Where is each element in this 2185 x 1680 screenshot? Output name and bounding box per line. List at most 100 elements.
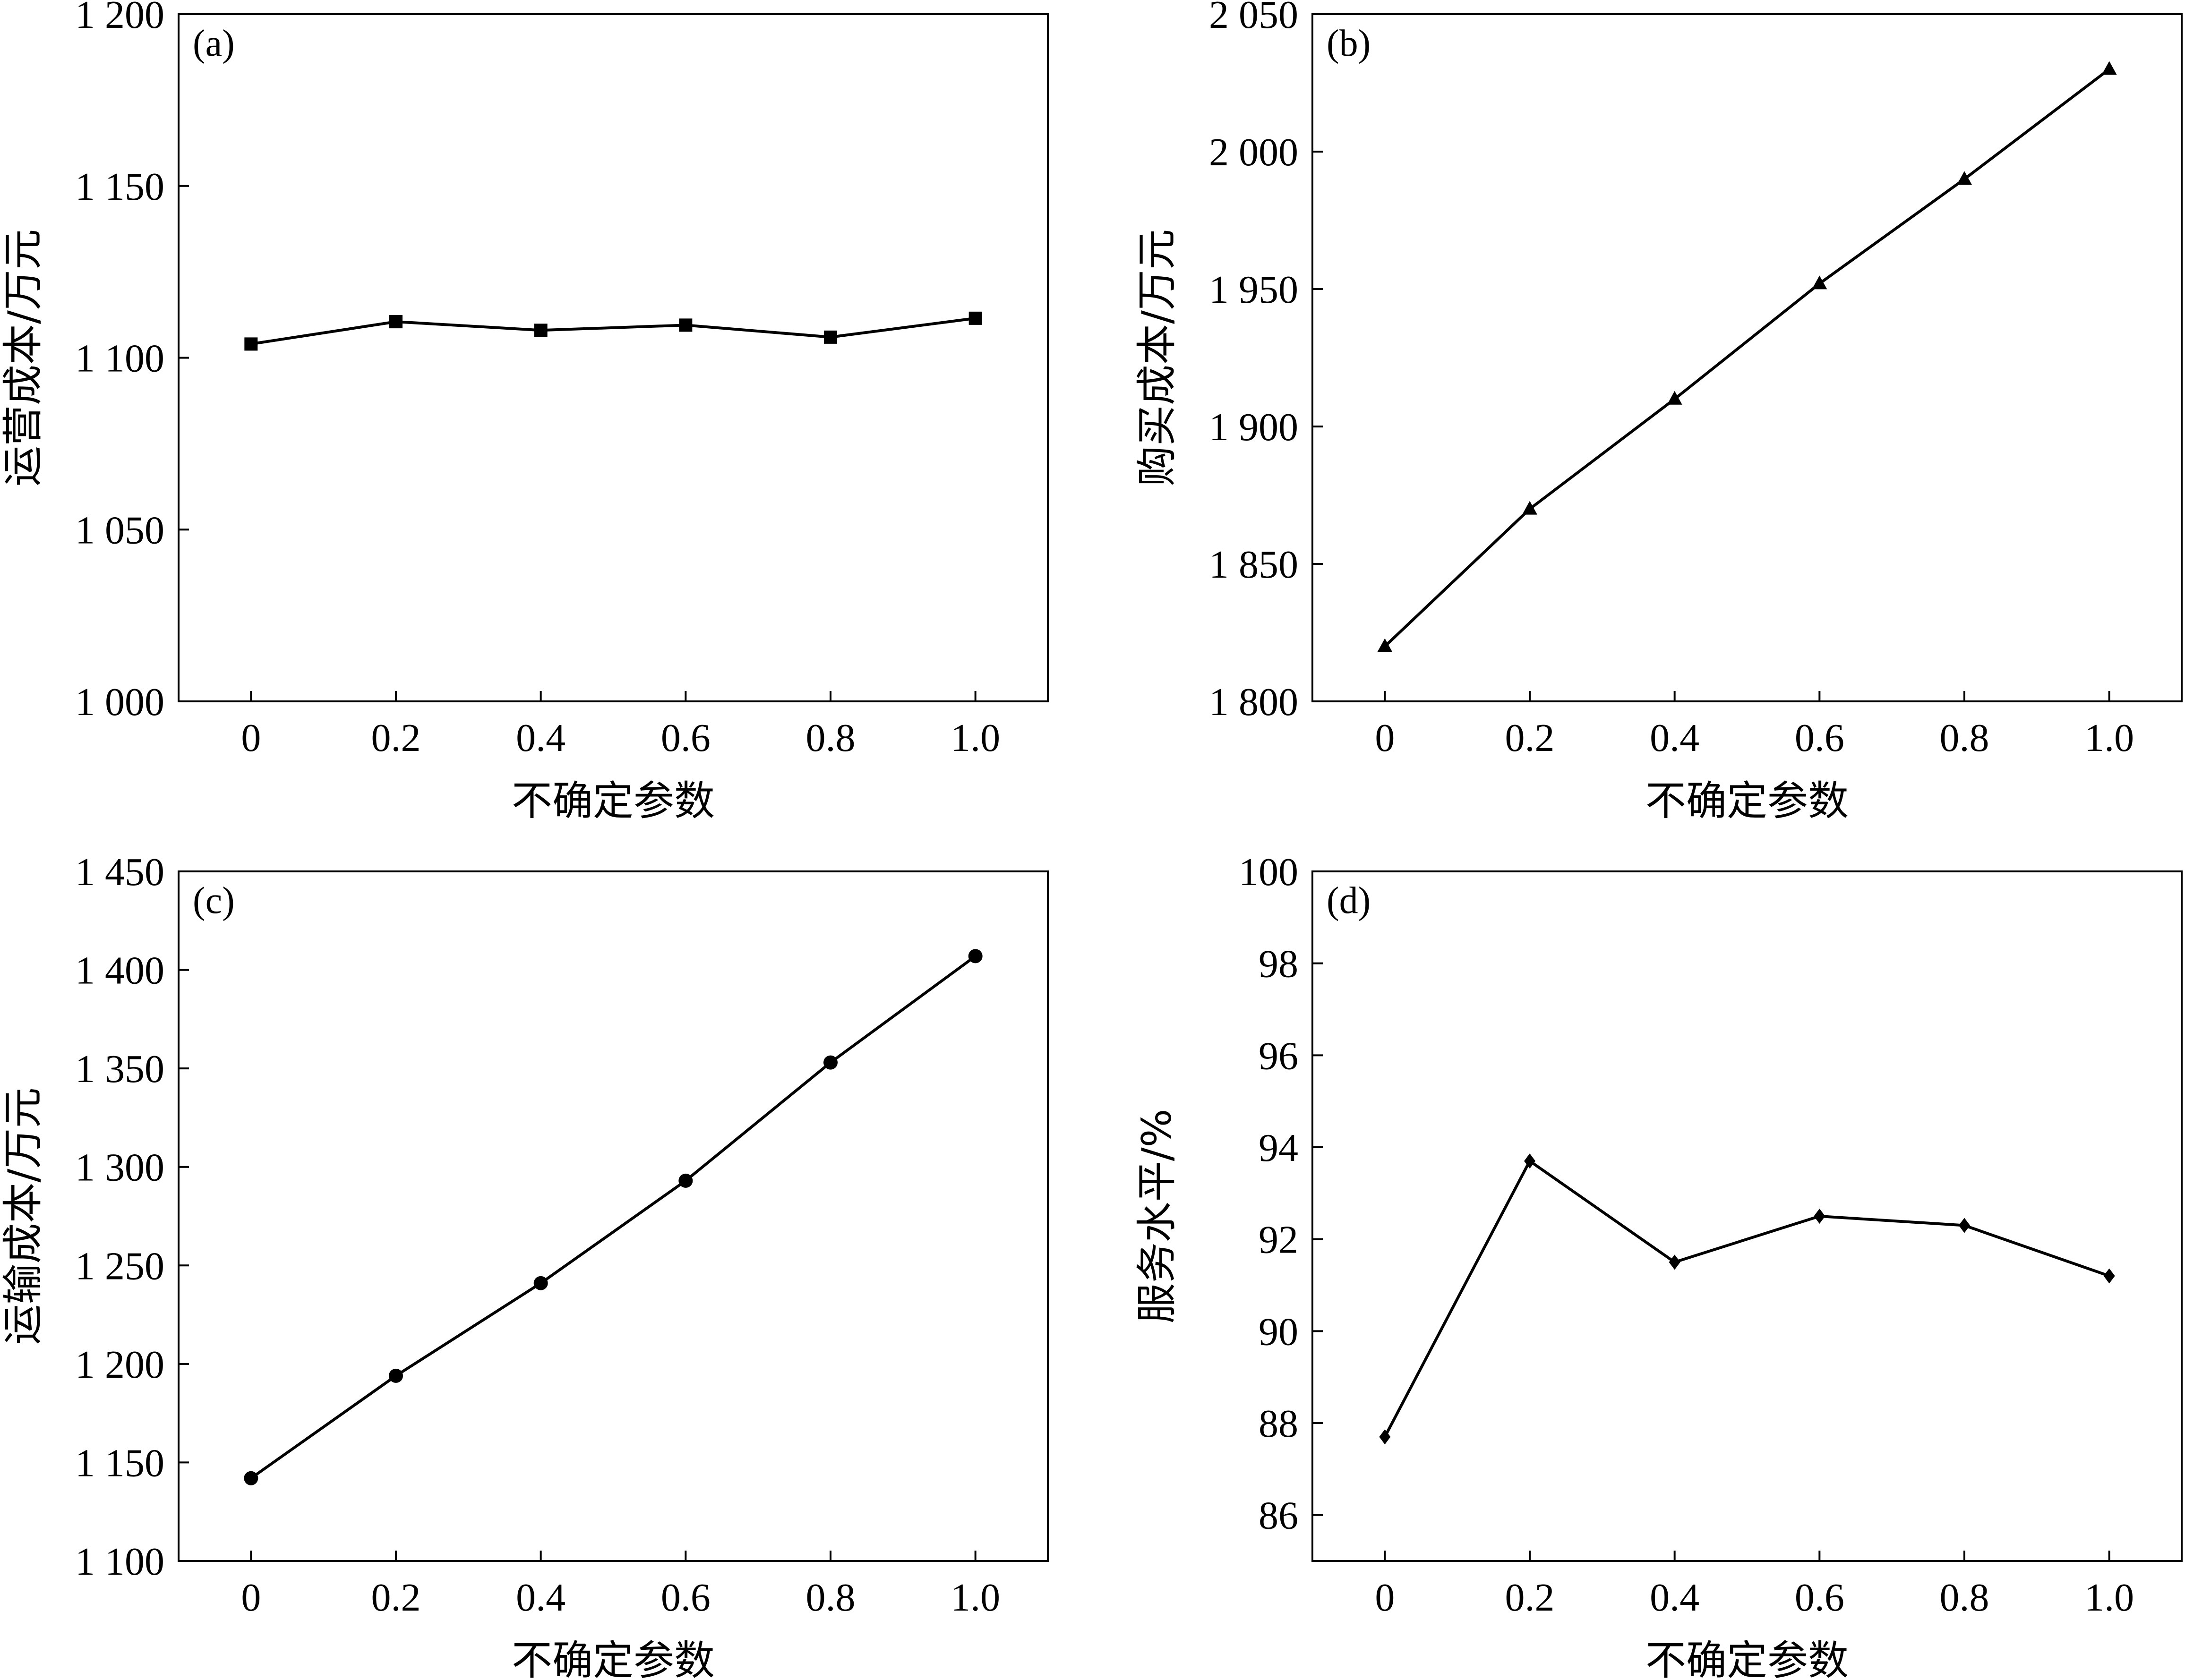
data-point-diamond xyxy=(1814,1209,1825,1224)
series-line xyxy=(1384,68,2110,648)
y-tick-label: 86 xyxy=(1259,1494,1298,1538)
data-point-circle xyxy=(244,1471,258,1485)
panel-a: 0 0.2 0.4 0.6 0.8 1.0 1 000 1 050 1 100 1 150 1 20… xyxy=(0,0,1049,825)
data-point-square xyxy=(968,311,982,325)
data-point-circle xyxy=(533,1276,548,1290)
y-tick-label: 1 200 xyxy=(75,1343,164,1387)
plot-frame xyxy=(1311,870,2183,1562)
x-axis-label: 不确定参数 xyxy=(512,777,715,825)
y-tick-label: 94 xyxy=(1259,1126,1298,1170)
y-tick-label: 92 xyxy=(1259,1218,1298,1262)
y-tick-label: 1 900 xyxy=(1209,405,1298,449)
y-tick-label: 96 xyxy=(1259,1034,1298,1078)
data-point-triangle xyxy=(2101,61,2117,75)
plot-frame xyxy=(1311,13,2183,702)
x-tick-label: 0.6 xyxy=(1795,1576,1844,1620)
y-tick-label: 1 950 xyxy=(1209,268,1298,312)
x-tick-label: 0.8 xyxy=(1940,716,1989,760)
y-tick-label: 1 100 xyxy=(75,1540,164,1584)
x-tick-label: 0.4 xyxy=(1650,716,1699,760)
x-tick-label: 1.0 xyxy=(2084,1576,2134,1620)
x-axis-label: 不确定参数 xyxy=(1645,1637,1849,1680)
y-axis-label: 服务水平/% xyxy=(1133,1109,1181,1324)
x-tick-label: 0.4 xyxy=(516,1576,566,1620)
x-tick-label: 0.2 xyxy=(1505,1576,1555,1620)
x-tick-label: 1.0 xyxy=(951,716,1000,760)
data-point-triangle xyxy=(1812,275,1827,290)
data-point-diamond xyxy=(1379,1429,1391,1445)
y-axis-label: 运营成本/万元 xyxy=(0,229,47,486)
y-tick-label: 1 200 xyxy=(75,0,164,37)
panel-label: (a) xyxy=(193,23,235,64)
data-point-square xyxy=(389,315,403,329)
y-tick-label: 1 150 xyxy=(75,165,164,209)
data-point-square xyxy=(534,324,548,337)
x-tick-label: 1.0 xyxy=(951,1576,1000,1620)
data-point-square xyxy=(244,337,258,351)
x-tick-label: 0 xyxy=(1375,716,1395,760)
y-tick-label: 1 850 xyxy=(1209,543,1298,587)
x-tick-label: 0 xyxy=(241,1576,261,1620)
x-tick-label: 0.8 xyxy=(1940,1576,1989,1620)
panel-label: (d) xyxy=(1327,880,1371,921)
data-point-circle xyxy=(678,1173,693,1188)
panel-c: 0 0.2 0.4 0.6 0.8 1.0 1 100 1 150 1 200 1 250 1 30… xyxy=(0,850,1049,1680)
x-axis-label: 不确定参数 xyxy=(512,1637,715,1680)
x-tick-label: 0.8 xyxy=(806,716,856,760)
y-tick-label: 1 250 xyxy=(75,1244,164,1288)
data-point-triangle xyxy=(1522,501,1537,515)
data-point-circle xyxy=(823,1055,838,1070)
series-line xyxy=(250,955,977,1480)
x-tick-label: 0.2 xyxy=(371,716,421,760)
y-tick-label: 100 xyxy=(1239,850,1298,894)
data-point-diamond xyxy=(1524,1153,1535,1169)
x-tick-label: 0.4 xyxy=(516,716,566,760)
data-point-circle xyxy=(968,949,983,964)
y-tick-label: 1 150 xyxy=(75,1441,164,1485)
x-axis-label: 不确定参数 xyxy=(1645,777,1849,825)
y-tick-label: 88 xyxy=(1259,1402,1298,1446)
data-point-triangle xyxy=(1377,638,1393,652)
panel-d: 0 0.2 0.4 0.6 0.8 1.0 86 88 90 92 94 96 98 100 (d) 不确定参… xyxy=(1133,850,2183,1680)
x-tick-label: 0.6 xyxy=(661,1576,711,1620)
data-point-triangle xyxy=(1957,171,1972,185)
y-tick-label: 1 300 xyxy=(75,1146,164,1190)
panel-b: 0 0.2 0.4 0.6 0.8 1.0 1 800 1 850 1 900 1 950 2 00… xyxy=(1133,0,2183,825)
data-point-diamond xyxy=(2103,1268,2115,1284)
y-tick-label: 1 100 xyxy=(75,337,164,381)
data-point-square xyxy=(679,318,693,332)
data-point-diamond xyxy=(1669,1254,1680,1270)
x-tick-label: 0.2 xyxy=(1505,716,1555,760)
plot-frame xyxy=(178,13,1049,702)
data-point-diamond xyxy=(1959,1218,1970,1233)
data-point-circle xyxy=(389,1368,403,1383)
x-tick-label: 1.0 xyxy=(2084,716,2134,760)
y-tick-label: 1 350 xyxy=(75,1047,164,1091)
x-tick-label: 0.4 xyxy=(1650,1576,1699,1620)
x-tick-label: 0 xyxy=(1375,1576,1395,1620)
data-point-triangle xyxy=(1667,391,1682,405)
y-tick-label: 98 xyxy=(1259,942,1298,986)
x-tick-label: 0.8 xyxy=(806,1576,856,1620)
panel-label: (c) xyxy=(193,880,235,921)
y-axis-label: 运输成本/万元 xyxy=(0,1088,47,1345)
y-axis-label: 购买成本/万元 xyxy=(1133,229,1181,486)
y-tick-label: 1 050 xyxy=(75,508,164,552)
x-tick-label: 0.2 xyxy=(371,1576,421,1620)
y-tick-label: 2 050 xyxy=(1209,0,1298,37)
series-line xyxy=(250,316,976,346)
x-tick-label: 0.6 xyxy=(1795,716,1844,760)
series-line xyxy=(1383,1160,2110,1438)
y-tick-label: 2 000 xyxy=(1209,130,1298,174)
panel-label: (b) xyxy=(1327,23,1371,64)
y-tick-label: 1 800 xyxy=(1209,680,1298,724)
x-tick-label: 0.6 xyxy=(661,716,711,760)
x-tick-label: 0 xyxy=(241,716,261,760)
y-tick-label: 90 xyxy=(1259,1310,1298,1354)
y-tick-label: 1 000 xyxy=(75,680,164,724)
y-tick-label: 1 450 xyxy=(75,850,164,894)
plot-frame xyxy=(178,870,1049,1562)
y-tick-label: 1 400 xyxy=(75,949,164,993)
data-point-square xyxy=(824,330,837,344)
